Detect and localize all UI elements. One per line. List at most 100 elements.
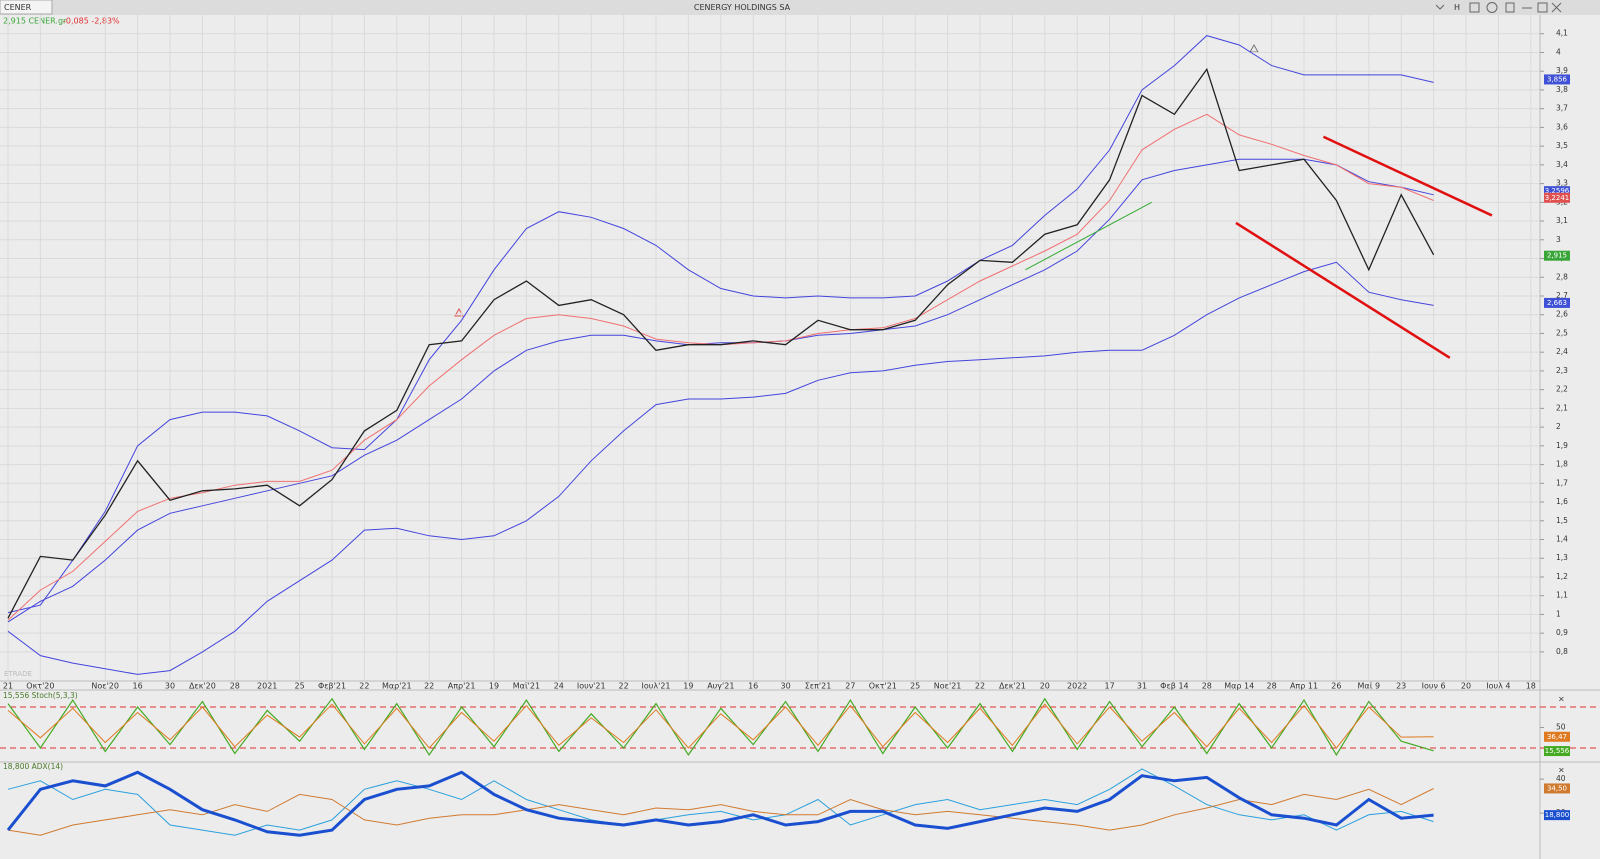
y-tick-label: 2,4 xyxy=(1556,347,1568,356)
title-bar xyxy=(0,0,1600,15)
y-tick-label: 2,7 xyxy=(1556,291,1568,300)
price-badge-label: 3,856 xyxy=(1547,75,1568,83)
x-tick-label: 26 xyxy=(1331,682,1341,691)
panel-title: 15,556 Stoch(5,3,3) xyxy=(3,691,78,700)
price-badge xyxy=(1544,192,1570,203)
x-tick-label: Μαρ'21 xyxy=(382,682,412,691)
x-tick-label: 27 xyxy=(845,682,855,691)
price-badge xyxy=(1544,74,1570,85)
x-tick-label: 22 xyxy=(424,682,434,691)
x-tick-label: 31 xyxy=(1137,682,1147,691)
y-tick-label: 3,3 xyxy=(1556,179,1568,188)
series-line xyxy=(7,768,1434,836)
y-tick-label: 1,8 xyxy=(1556,460,1568,469)
y-tick-label: 1,9 xyxy=(1556,441,1568,450)
x-tick-label: Ιουν'21 xyxy=(577,682,606,691)
price-badge xyxy=(1544,250,1570,261)
y-tick-label: 1,7 xyxy=(1556,478,1568,487)
x-tick-label: Μαϊ'21 xyxy=(513,682,540,691)
y-tick-label: 4 xyxy=(1556,47,1561,56)
price-badge-label: 2,915 xyxy=(1547,252,1567,260)
x-tick-label: Αυγ'21 xyxy=(707,682,734,691)
y-tick-label: 2,5 xyxy=(1556,328,1568,337)
y-tick-label: 1,4 xyxy=(1556,535,1568,544)
panel-title: 18,800 ADX(14) xyxy=(3,762,63,771)
trendline xyxy=(1235,221,1451,359)
x-tick-label: 25 xyxy=(295,682,305,691)
x-tick-label: 22 xyxy=(975,682,985,691)
x-tick-label: 28 xyxy=(230,682,240,691)
price-badge xyxy=(1544,746,1570,757)
price-badge-label: 3,2596 xyxy=(1545,187,1570,195)
x-tick-label: 22 xyxy=(359,682,369,691)
x-tick-label: Φεβ 14 xyxy=(1160,682,1188,691)
watermark: ETRADE xyxy=(4,670,32,678)
y-tick-label: 3,8 xyxy=(1556,85,1568,94)
x-tick-label: 30 xyxy=(781,682,791,691)
y-tick-label: 1,2 xyxy=(1556,572,1568,581)
window-controls[interactable] xyxy=(1435,2,1562,13)
panel-close[interactable]: × xyxy=(1558,695,1565,704)
y-tick-label: 1,1 xyxy=(1556,591,1568,600)
x-tick-label: Οκτ'21 xyxy=(869,682,897,691)
y-tick-label: 40 xyxy=(1556,774,1566,783)
symbol: CENER xyxy=(4,3,32,12)
y-tick-label: 3,4 xyxy=(1556,160,1568,169)
y-tick-label: 3,5 xyxy=(1556,141,1568,150)
ctrl[interactable] xyxy=(1505,2,1515,13)
y-tick-label: 2 xyxy=(1556,422,1561,431)
x-tick-label: 16 xyxy=(133,682,143,691)
x-tick-label: Απρ'21 xyxy=(448,682,476,691)
x-tick-label: Ιουν 6 xyxy=(1422,682,1446,691)
price-badge xyxy=(1544,783,1570,794)
x-tick-label: 20 xyxy=(1461,682,1471,691)
price-badge-label: 15,556 xyxy=(1545,747,1570,755)
ctrl[interactable] xyxy=(1469,2,1480,13)
y-tick-label: 3,9 xyxy=(1556,66,1568,75)
price-badge xyxy=(1544,297,1570,308)
price-badge-label: 36,47 xyxy=(1547,733,1567,741)
y-tick-label: 0,9 xyxy=(1556,628,1568,637)
close[interactable] xyxy=(1551,2,1562,13)
x-tick-label: 28 xyxy=(1202,682,1212,691)
x-tick-label: 19 xyxy=(683,682,693,691)
series-line xyxy=(7,67,1435,619)
x-tick-label: 25 xyxy=(910,682,920,691)
x-tick-label: 23 xyxy=(1396,682,1406,691)
symbol-box[interactable] xyxy=(0,0,53,15)
y-tick-label: 50 xyxy=(1556,723,1566,732)
y-tick-label: 0,8 xyxy=(1556,647,1568,656)
y-tick-label: 3,1 xyxy=(1556,216,1568,225)
x-tick-label: Νοε'21 xyxy=(934,682,962,691)
x-tick-label: Σεπ'21 xyxy=(805,682,832,691)
x-tick-label: 18 xyxy=(1526,682,1536,691)
x-tick-label: Ιουλ 4 xyxy=(1486,682,1510,691)
mode-button[interactable]: H xyxy=(1454,3,1460,12)
y-tick-label: 4,1 xyxy=(1556,29,1568,38)
x-tick-label: Ιουλ'21 xyxy=(642,682,671,691)
trendline xyxy=(1025,201,1152,271)
y-tick-label: 3,7 xyxy=(1556,104,1568,113)
y-tick-label: 2,6 xyxy=(1556,310,1568,319)
trendline xyxy=(1322,135,1493,217)
x-tick-label: 19 xyxy=(489,682,499,691)
series-line xyxy=(7,788,1434,836)
price-badge-label: 3,2241 xyxy=(1545,194,1570,202)
signal-marker xyxy=(1249,43,1259,53)
ctrl[interactable] xyxy=(1486,2,1498,13)
x-tick-label: Νοε'20 xyxy=(91,682,119,691)
panel-close[interactable]: × xyxy=(1558,766,1565,775)
price-badge-label: 18,800 xyxy=(1545,811,1570,819)
x-tick-label: 16 xyxy=(748,682,758,691)
series-line xyxy=(7,35,1434,614)
x-tick-label: Δεκ'21 xyxy=(999,682,1026,691)
x-tick-label: 22 xyxy=(619,682,629,691)
y-tick-label: 1 xyxy=(1556,609,1561,618)
maximize[interactable] xyxy=(1537,2,1548,13)
price-badge-label: 34,50 xyxy=(1547,784,1567,792)
dropdown[interactable] xyxy=(1435,4,1445,10)
x-tick-label: Μαϊ 9 xyxy=(1358,682,1381,691)
chart-title: CENERGY HOLDINGS SA xyxy=(694,3,791,12)
